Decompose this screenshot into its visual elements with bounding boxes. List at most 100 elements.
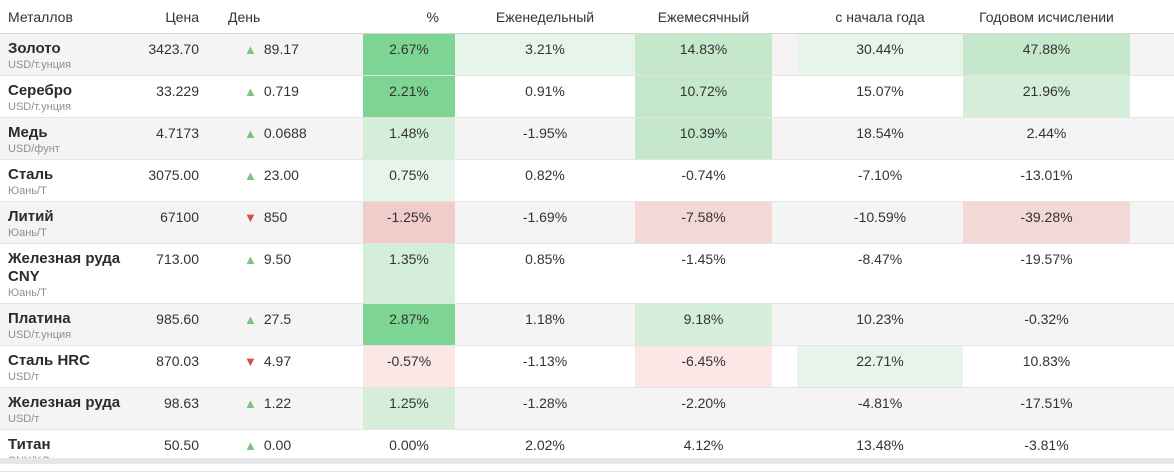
metal-name[interactable]: Железная руда CNY <box>8 250 121 285</box>
metal-name[interactable]: Медь <box>8 124 48 141</box>
yoy-cell: 21.96% <box>963 75 1130 118</box>
metal-name-cell[interactable]: Серебро USD/т.унция <box>0 76 145 118</box>
yoy-cell: -3.81% <box>1024 437 1069 453</box>
horizontal-scrollbar[interactable] <box>0 458 1174 464</box>
column-header-yoy: Годовом исчислении <box>963 0 1130 34</box>
price-cell: 870.03 <box>156 353 199 369</box>
metal-name-cell[interactable]: Железная руда USD/т <box>0 388 145 430</box>
monthly-cell: -6.45% <box>635 345 772 388</box>
metal-name-cell[interactable]: Золото USD/т.унция <box>0 34 145 76</box>
weekly-cell: -1.69% <box>522 209 568 225</box>
metal-name-cell[interactable]: Сталь Юань/Т <box>0 160 145 202</box>
monthly-cell: 10.72% <box>635 75 772 118</box>
column-header-ytd: с начала года <box>797 0 963 34</box>
ytd-cell: 22.71% <box>797 345 963 388</box>
weekly-cell: 3.21% <box>455 33 635 76</box>
ytd-cell: -4.81% <box>857 395 903 411</box>
ytd-cell: -7.10% <box>857 167 903 183</box>
metal-unit: USD/т.унция <box>8 59 72 71</box>
column-header-weekly: Еженедельный <box>455 0 635 34</box>
yoy-cell: -0.32% <box>1024 311 1069 327</box>
weekly-cell: -1.13% <box>522 353 568 369</box>
day-percent-cell: 1.35% <box>363 243 455 304</box>
price-cell: 98.63 <box>163 395 199 411</box>
day-percent-cell: 0.00% <box>389 437 429 453</box>
metal-unit: Юань/Т <box>8 227 47 239</box>
up-triangle-icon: ▲ <box>244 312 257 327</box>
price-cell: 985.60 <box>156 311 199 327</box>
table-row[interactable]: Литий Юань/Т 67100 ▼ 850 -1.25% -1.69% -7… <box>0 201 1174 244</box>
yoy-cell: -19.57% <box>1020 251 1073 267</box>
day-percent-cell: -0.57% <box>363 345 455 388</box>
metal-name-cell[interactable]: Сталь HRC USD/т <box>0 346 145 388</box>
ytd-cell: 18.54% <box>856 125 904 141</box>
monthly-cell: 10.39% <box>635 117 772 160</box>
day-percent-cell: 0.75% <box>363 159 455 202</box>
yoy-cell: -17.51% <box>1020 395 1073 411</box>
ytd-cell: 30.44% <box>797 33 963 76</box>
spacer-cell <box>772 346 797 388</box>
price-cell: 3075.00 <box>148 167 199 183</box>
monthly-cell: -7.58% <box>635 201 772 244</box>
ytd-cell: 10.23% <box>856 311 904 327</box>
day-percent-cell: 1.25% <box>363 387 455 430</box>
spacer-cell <box>772 388 797 430</box>
price-cell: 33.229 <box>156 83 199 99</box>
metal-unit: USD/т.унция <box>8 101 72 113</box>
spacer-cell-right <box>1130 430 1174 472</box>
metal-name[interactable]: Литий <box>8 208 54 225</box>
metal-name-cell[interactable]: Медь USD/фунт <box>0 118 145 160</box>
up-triangle-icon: ▲ <box>244 42 257 57</box>
spacer-cell <box>772 76 797 118</box>
day-change-value: 0.719 <box>263 83 299 99</box>
metal-name[interactable]: Золото <box>8 40 61 57</box>
metal-name[interactable]: Титан <box>8 436 51 453</box>
monthly-cell: -1.45% <box>681 251 726 267</box>
down-triangle-icon: ▼ <box>244 210 257 225</box>
day-percent-cell: -1.25% <box>363 201 455 244</box>
weekly-cell: -1.95% <box>522 125 568 141</box>
metal-name-cell[interactable]: Железная руда CNY Юань/Т <box>0 244 145 304</box>
table-row[interactable]: Железная руда USD/т 98.63 ▲ 1.22 1.25% -1… <box>0 387 1174 430</box>
table-row[interactable]: Железная руда CNY Юань/Т 713.00 ▲ 9.50 1.… <box>0 243 1174 304</box>
weekly-cell: 2.02% <box>525 437 565 453</box>
weekly-cell: -1.28% <box>522 395 568 411</box>
metal-unit: USD/т.унция <box>8 329 72 341</box>
spacer-cell-right <box>1130 388 1174 430</box>
table-row[interactable]: Титан CNY/KG 50.50 ▲ 0.00 0.00% 2.02% 4.1… <box>0 430 1174 472</box>
metal-name[interactable]: Сталь HRC <box>8 352 90 369</box>
weekly-cell: 1.18% <box>525 311 565 327</box>
day-change-value: 4.97 <box>263 353 292 369</box>
ytd-cell: 13.48% <box>856 437 904 453</box>
monthly-cell: 14.83% <box>635 33 772 76</box>
day-change-value: 23.00 <box>263 167 299 183</box>
metal-name-cell[interactable]: Титан CNY/KG <box>0 430 145 472</box>
table-row[interactable]: Медь USD/фунт 4.7173 ▲ 0.0688 1.48% -1.95… <box>0 117 1174 160</box>
spacer-cell <box>772 202 797 244</box>
day-change-cell: ▲ 0.719 <box>207 76 363 118</box>
table-row[interactable]: Сталь Юань/Т 3075.00 ▲ 23.00 0.75% 0.82% … <box>0 159 1174 202</box>
day-change-cell: ▲ 23.00 <box>207 160 363 202</box>
spacer-cell <box>772 304 797 346</box>
column-header-metals: Металлов <box>0 0 145 34</box>
price-cell: 50.50 <box>163 437 199 453</box>
table-header-row: Металлов Цена День % Еженедельный Ежемес… <box>0 0 1174 34</box>
metal-name-cell[interactable]: Платина USD/т.унция <box>0 304 145 346</box>
table-row[interactable]: Сталь HRC USD/т 870.03 ▼ 4.97 -0.57% -1.1… <box>0 345 1174 388</box>
yoy-cell: 47.88% <box>963 33 1130 76</box>
spacer-cell-right <box>1130 34 1174 76</box>
metal-name[interactable]: Сталь <box>8 166 54 183</box>
metal-unit: Юань/Т <box>8 185 47 197</box>
metal-name[interactable]: Серебро <box>8 82 73 99</box>
metal-name[interactable]: Железная руда <box>8 394 121 411</box>
table-row[interactable]: Платина USD/т.унция 985.60 ▲ 27.5 2.87% 1… <box>0 303 1174 346</box>
spacer-cell <box>772 244 797 304</box>
metal-name-cell[interactable]: Литий Юань/Т <box>0 202 145 244</box>
spacer-cell-right <box>1130 202 1174 244</box>
table-row[interactable]: Золото USD/т.унция 3423.70 ▲ 89.17 2.67% … <box>0 33 1174 76</box>
table-row[interactable]: Серебро USD/т.унция 33.229 ▲ 0.719 2.21% … <box>0 75 1174 118</box>
metal-name[interactable]: Платина <box>8 310 71 327</box>
day-percent-cell: 2.67% <box>363 33 455 76</box>
day-change-cell: ▲ 9.50 <box>207 244 363 304</box>
metals-table-body: Золото USD/т.унция 3423.70 ▲ 89.17 2.67% … <box>0 33 1174 472</box>
